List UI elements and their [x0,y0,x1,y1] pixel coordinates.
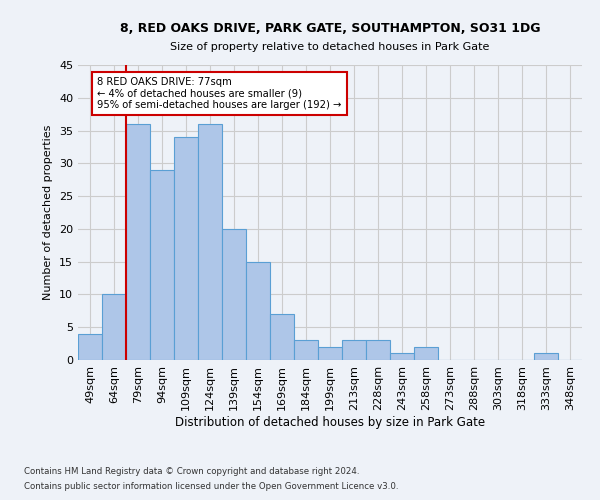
Bar [414,347,438,360]
Bar [126,124,150,360]
Bar [270,314,294,360]
Text: Contains public sector information licensed under the Open Government Licence v3: Contains public sector information licen… [24,482,398,491]
X-axis label: Distribution of detached houses by size in Park Gate: Distribution of detached houses by size … [175,416,485,428]
Text: Contains HM Land Registry data © Crown copyright and database right 2024.: Contains HM Land Registry data © Crown c… [24,467,359,476]
Bar [78,334,102,360]
Text: 8, RED OAKS DRIVE, PARK GATE, SOUTHAMPTON, SO31 1DG: 8, RED OAKS DRIVE, PARK GATE, SOUTHAMPTO… [120,22,540,36]
Bar [534,354,558,360]
Y-axis label: Number of detached properties: Number of detached properties [43,125,53,300]
Bar [294,340,318,360]
Bar [390,354,414,360]
Bar [222,229,246,360]
Bar [198,124,222,360]
Bar [150,170,174,360]
Bar [174,137,198,360]
Bar [318,347,342,360]
Bar [366,340,390,360]
Text: Size of property relative to detached houses in Park Gate: Size of property relative to detached ho… [170,42,490,52]
Text: 8 RED OAKS DRIVE: 77sqm
← 4% of detached houses are smaller (9)
95% of semi-deta: 8 RED OAKS DRIVE: 77sqm ← 4% of detached… [97,77,341,110]
Bar [342,340,366,360]
Bar [102,294,126,360]
Bar [246,262,270,360]
